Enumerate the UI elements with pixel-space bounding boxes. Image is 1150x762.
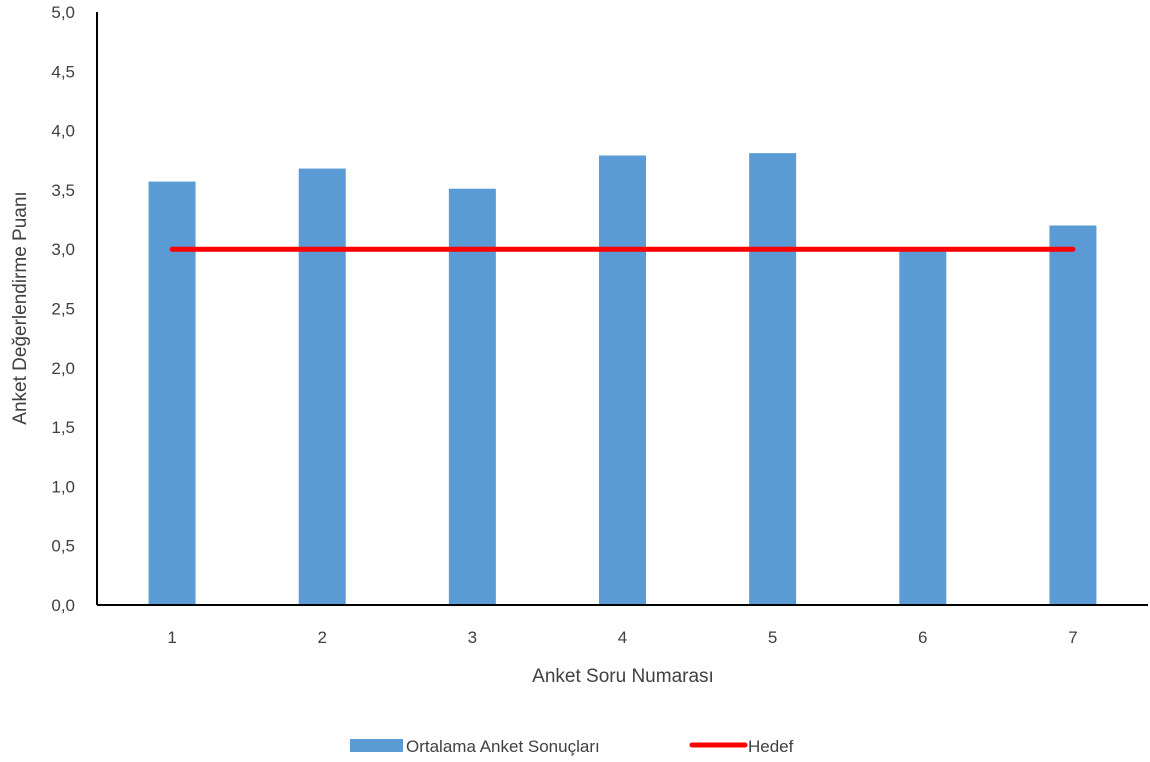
x-tick-label: 3 <box>468 628 477 647</box>
x-tick-label: 6 <box>918 628 927 647</box>
y-tick-label: 0,5 <box>51 537 75 556</box>
axes <box>96 12 1148 606</box>
y-axis-ticks: 0,0 0,5 1,0 1,5 2,0 2,5 3,0 3,5 4,0 4,5 5,0 <box>51 3 75 615</box>
y-tick-label: 3,5 <box>51 181 75 200</box>
x-tick-label: 4 <box>618 628 627 647</box>
bar <box>899 249 947 605</box>
y-axis-title: Anket Değerlendirme Puanı <box>10 191 31 424</box>
y-tick-label: 2,5 <box>51 300 75 319</box>
legend-swatch-bars <box>350 739 403 752</box>
bar <box>1049 225 1097 606</box>
legend-label-line: Hedef <box>748 737 794 756</box>
x-tick-label: 5 <box>768 628 777 647</box>
y-tick-label: 2,0 <box>51 359 75 378</box>
x-axis-ticks: 1 2 3 4 5 6 7 <box>167 628 1077 647</box>
bar <box>148 181 196 605</box>
bar <box>749 153 797 605</box>
x-tick-label: 2 <box>317 628 326 647</box>
bar <box>298 168 346 605</box>
bar <box>448 188 496 606</box>
y-tick-label: 5,0 <box>51 3 75 22</box>
legend: Ortalama Anket Sonuçları Hedef <box>350 737 794 756</box>
y-tick-label: 0,0 <box>51 596 75 615</box>
x-axis-title: Anket Soru Numarası <box>532 666 714 687</box>
y-tick-label: 4,0 <box>51 122 75 141</box>
x-tick-label: 1 <box>167 628 176 647</box>
y-tick-label: 3,0 <box>51 240 75 259</box>
y-tick-label: 1,5 <box>51 418 75 437</box>
bar <box>599 155 646 606</box>
y-tick-label: 4,5 <box>51 62 75 81</box>
x-tick-label: 7 <box>1068 628 1077 647</box>
y-tick-label: 1,0 <box>51 477 75 496</box>
legend-label-bars: Ortalama Anket Sonuçları <box>406 737 600 756</box>
bar-series <box>148 153 1097 606</box>
